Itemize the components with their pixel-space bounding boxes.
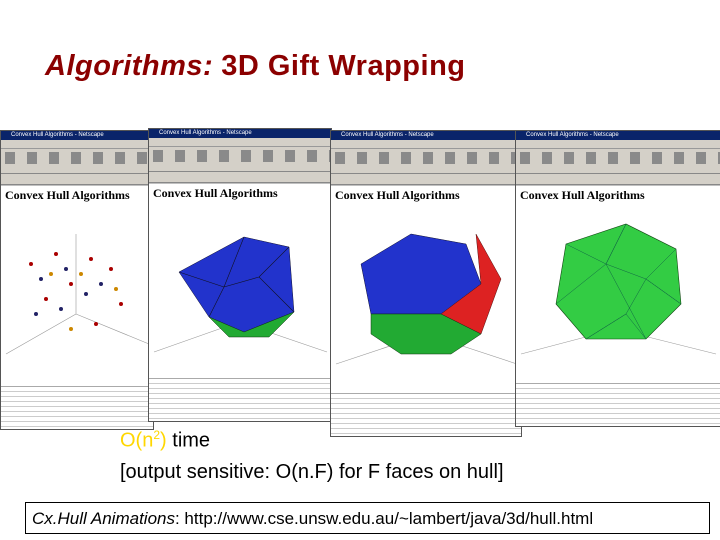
decor [149, 138, 331, 147]
window-title: Convex Hull Algorithms - Netscape [149, 129, 331, 138]
complexity-line: O(n2) time [120, 428, 210, 453]
browser-window: Convex Hull Algorithms - Netscape Convex… [515, 130, 720, 427]
decor: Convex Hull Algorithms [1, 186, 153, 429]
decor [34, 312, 38, 316]
decor: Convex Hull Algorithms [331, 186, 521, 436]
decor [149, 147, 331, 172]
decor [5, 313, 77, 355]
decor [1, 174, 153, 185]
decor [1, 140, 153, 149]
complexity-prefix: O(n [120, 429, 154, 452]
point-cloud [5, 234, 150, 355]
decor [114, 287, 118, 291]
decor [555, 223, 682, 340]
decor [1, 149, 153, 174]
decor [84, 292, 88, 296]
title-emphasis: Algorithms: [45, 50, 214, 82]
decor [440, 233, 502, 335]
decor [29, 252, 123, 326]
decor [54, 252, 58, 256]
decor [555, 223, 682, 340]
decor [94, 322, 98, 326]
decor [149, 378, 331, 421]
decor [516, 140, 720, 149]
link-url[interactable]: : http://www.cse.unsw.edu.au/~lambert/ja… [174, 509, 594, 528]
hull-drawing [335, 233, 518, 365]
decor [49, 272, 118, 331]
decor [331, 393, 521, 436]
decor [69, 282, 73, 286]
decor: Convex Hull Algorithms [149, 184, 331, 421]
browser-window: Convex Hull Algorithms - Netscape Convex… [0, 130, 154, 430]
decor [331, 174, 521, 185]
link-box: Cx.Hull Animations: http://www.cse.unsw.… [25, 502, 710, 534]
link-label: Cx.Hull Animations [32, 509, 175, 528]
decor [64, 267, 68, 271]
decor [178, 236, 295, 333]
decor [516, 149, 720, 174]
page-heading: Convex Hull Algorithms [153, 186, 278, 200]
complexity-rest: time [172, 429, 211, 452]
decor [89, 257, 93, 261]
browser-window: Convex Hull Algorithms - Netscape Convex… [330, 130, 522, 437]
slide-title: Algorithms: 3D Gift Wrapping [45, 50, 466, 83]
decor [331, 140, 521, 149]
page-heading: Convex Hull Algorithms [5, 188, 130, 202]
browser-window: Convex Hull Algorithms - Netscape Convex… [148, 128, 332, 422]
decor [370, 313, 482, 355]
window-title: Convex Hull Algorithms - Netscape [1, 131, 153, 140]
decor [331, 149, 521, 174]
title-rest: 3D Gift Wrapping [221, 50, 466, 82]
decor [119, 302, 123, 306]
page-heading: Convex Hull Algorithms [335, 188, 460, 202]
decor [29, 262, 33, 266]
decor [69, 327, 73, 331]
hull-drawing [520, 223, 717, 355]
window-title: Convex Hull Algorithms - Netscape [516, 131, 720, 140]
decor [516, 174, 720, 185]
complexity-suffix: ) [160, 429, 167, 452]
decor: Convex Hull Algorithms [516, 186, 720, 426]
complexity-exponent: 2 [153, 428, 161, 442]
decor [44, 297, 48, 301]
page-heading: Convex Hull Algorithms [520, 188, 645, 202]
note: [output sensitive: O(n.F) for F faces on… [120, 461, 504, 483]
decor [178, 236, 295, 318]
decor [1, 386, 153, 429]
window-title: Convex Hull Algorithms - Netscape [331, 131, 521, 140]
decor [208, 311, 295, 338]
hull-drawing [153, 236, 328, 353]
decor [59, 307, 63, 311]
decor [34, 267, 103, 316]
decor [109, 267, 113, 271]
decor [79, 272, 83, 276]
decor [99, 282, 103, 286]
decor [39, 277, 43, 281]
decor [516, 383, 720, 426]
decor [49, 272, 53, 276]
decor [149, 172, 331, 183]
decor [75, 313, 150, 345]
